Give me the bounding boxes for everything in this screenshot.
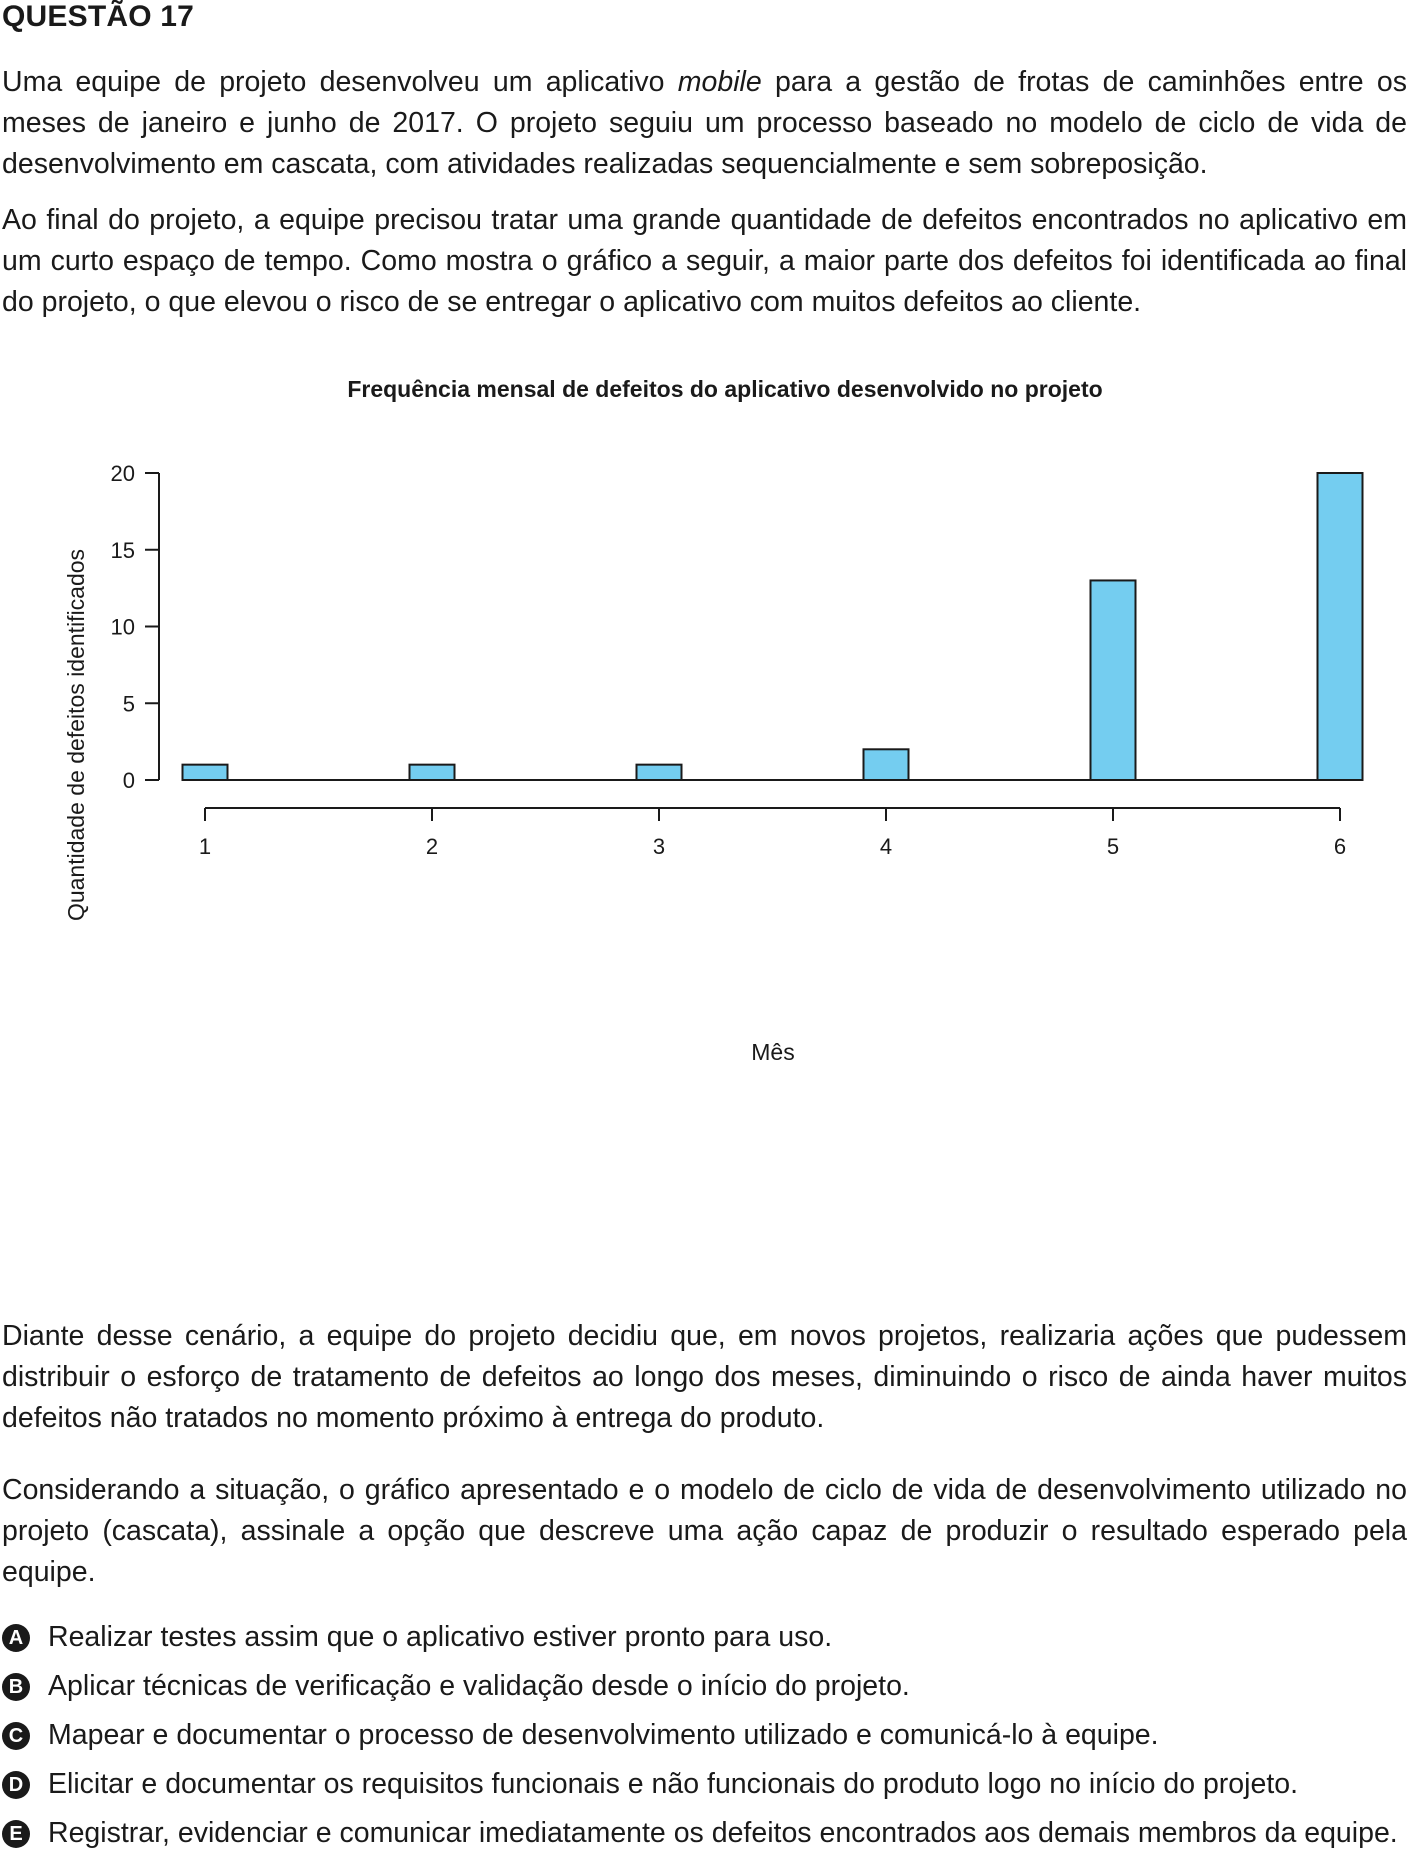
x-tick-label: 1 (199, 834, 211, 859)
chart-marks: 0 5 10 15 20 1 2 3 4 5 6 (111, 461, 1364, 859)
x-tick-label: 5 (1107, 834, 1119, 859)
x-tick-label: 3 (653, 834, 665, 859)
option-c[interactable]: C Mapear e documentar o processo de dese… (0, 1715, 1410, 1755)
x-tick-label: 2 (426, 834, 438, 859)
option-a-letter-badge: A (2, 1624, 30, 1652)
option-b[interactable]: B Aplicar técnicas de verificação e vali… (0, 1666, 1410, 1706)
bar-month-6 (1316, 472, 1364, 781)
option-a-text: Realizar testes assim que o aplicativo e… (48, 1621, 833, 1653)
option-c-text: Mapear e documentar o processo de desenv… (48, 1719, 1159, 1751)
bar-month-5 (1089, 579, 1137, 781)
chart-canvas: Frequência mensal de defeitos do aplicat… (63, 376, 1364, 1065)
context-paragraph-1: Uma equipe de projeto desenvolveu um apl… (2, 62, 1407, 185)
bar-month-2 (408, 763, 456, 781)
defects-bar-chart: Frequência mensal de defeitos do aplicat… (0, 360, 1410, 1280)
option-a[interactable]: A Realizar testes assim que o aplicativo… (0, 1617, 1410, 1657)
question-title: QUESTÃO 17 (2, 0, 195, 33)
bar-month-1 (181, 763, 229, 781)
y-tick-label: 0 (123, 768, 135, 793)
option-e[interactable]: E Registrar, evidenciar e comunicar imed… (0, 1813, 1410, 1853)
bar-month-4 (862, 748, 910, 781)
bar-month-3 (635, 763, 683, 781)
context-p1-start: Uma equipe de projeto desenvolveu um apl… (2, 66, 678, 98)
x-tick-label: 4 (880, 834, 892, 859)
option-d-text: Elicitar e documentar os requisitos func… (48, 1768, 1299, 1800)
y-tick-label: 20 (111, 461, 135, 486)
option-d[interactable]: D Elicitar e documentar os requisitos fu… (0, 1764, 1410, 1804)
context-paragraph-2: Ao final do projeto, a equipe precisou t… (2, 204, 1407, 318)
option-e-text: Registrar, evidenciar e comunicar imedia… (48, 1817, 1398, 1849)
y-tick-label: 15 (111, 538, 135, 563)
chart-title: Frequência mensal de defeitos do aplicat… (347, 376, 1102, 402)
option-d-letter-badge: D (2, 1771, 30, 1799)
option-e-letter-badge: E (2, 1820, 30, 1848)
x-tick-label: 6 (1334, 834, 1346, 859)
chart-x-axis-label: Mês (751, 1039, 794, 1065)
option-c-letter-badge: C (2, 1722, 30, 1750)
option-b-text: Aplicar técnicas de verificação e valida… (48, 1670, 910, 1702)
context-p1-end: para a gestão de frotas de caminhões ent… (2, 66, 1408, 180)
prompt-paragraph: Considerando a situação, o gráfico apres… (2, 1474, 1407, 1588)
y-tick-label: 10 (111, 615, 135, 640)
scenario-paragraph: Diante desse cenário, a equipe do projet… (2, 1320, 1407, 1434)
option-b-letter-badge: B (2, 1673, 30, 1701)
y-tick-label: 5 (123, 691, 135, 716)
chart-y-axis-label: Quantidade de defeitos identificados (63, 549, 89, 921)
context-p1-italic: mobile (677, 66, 762, 98)
